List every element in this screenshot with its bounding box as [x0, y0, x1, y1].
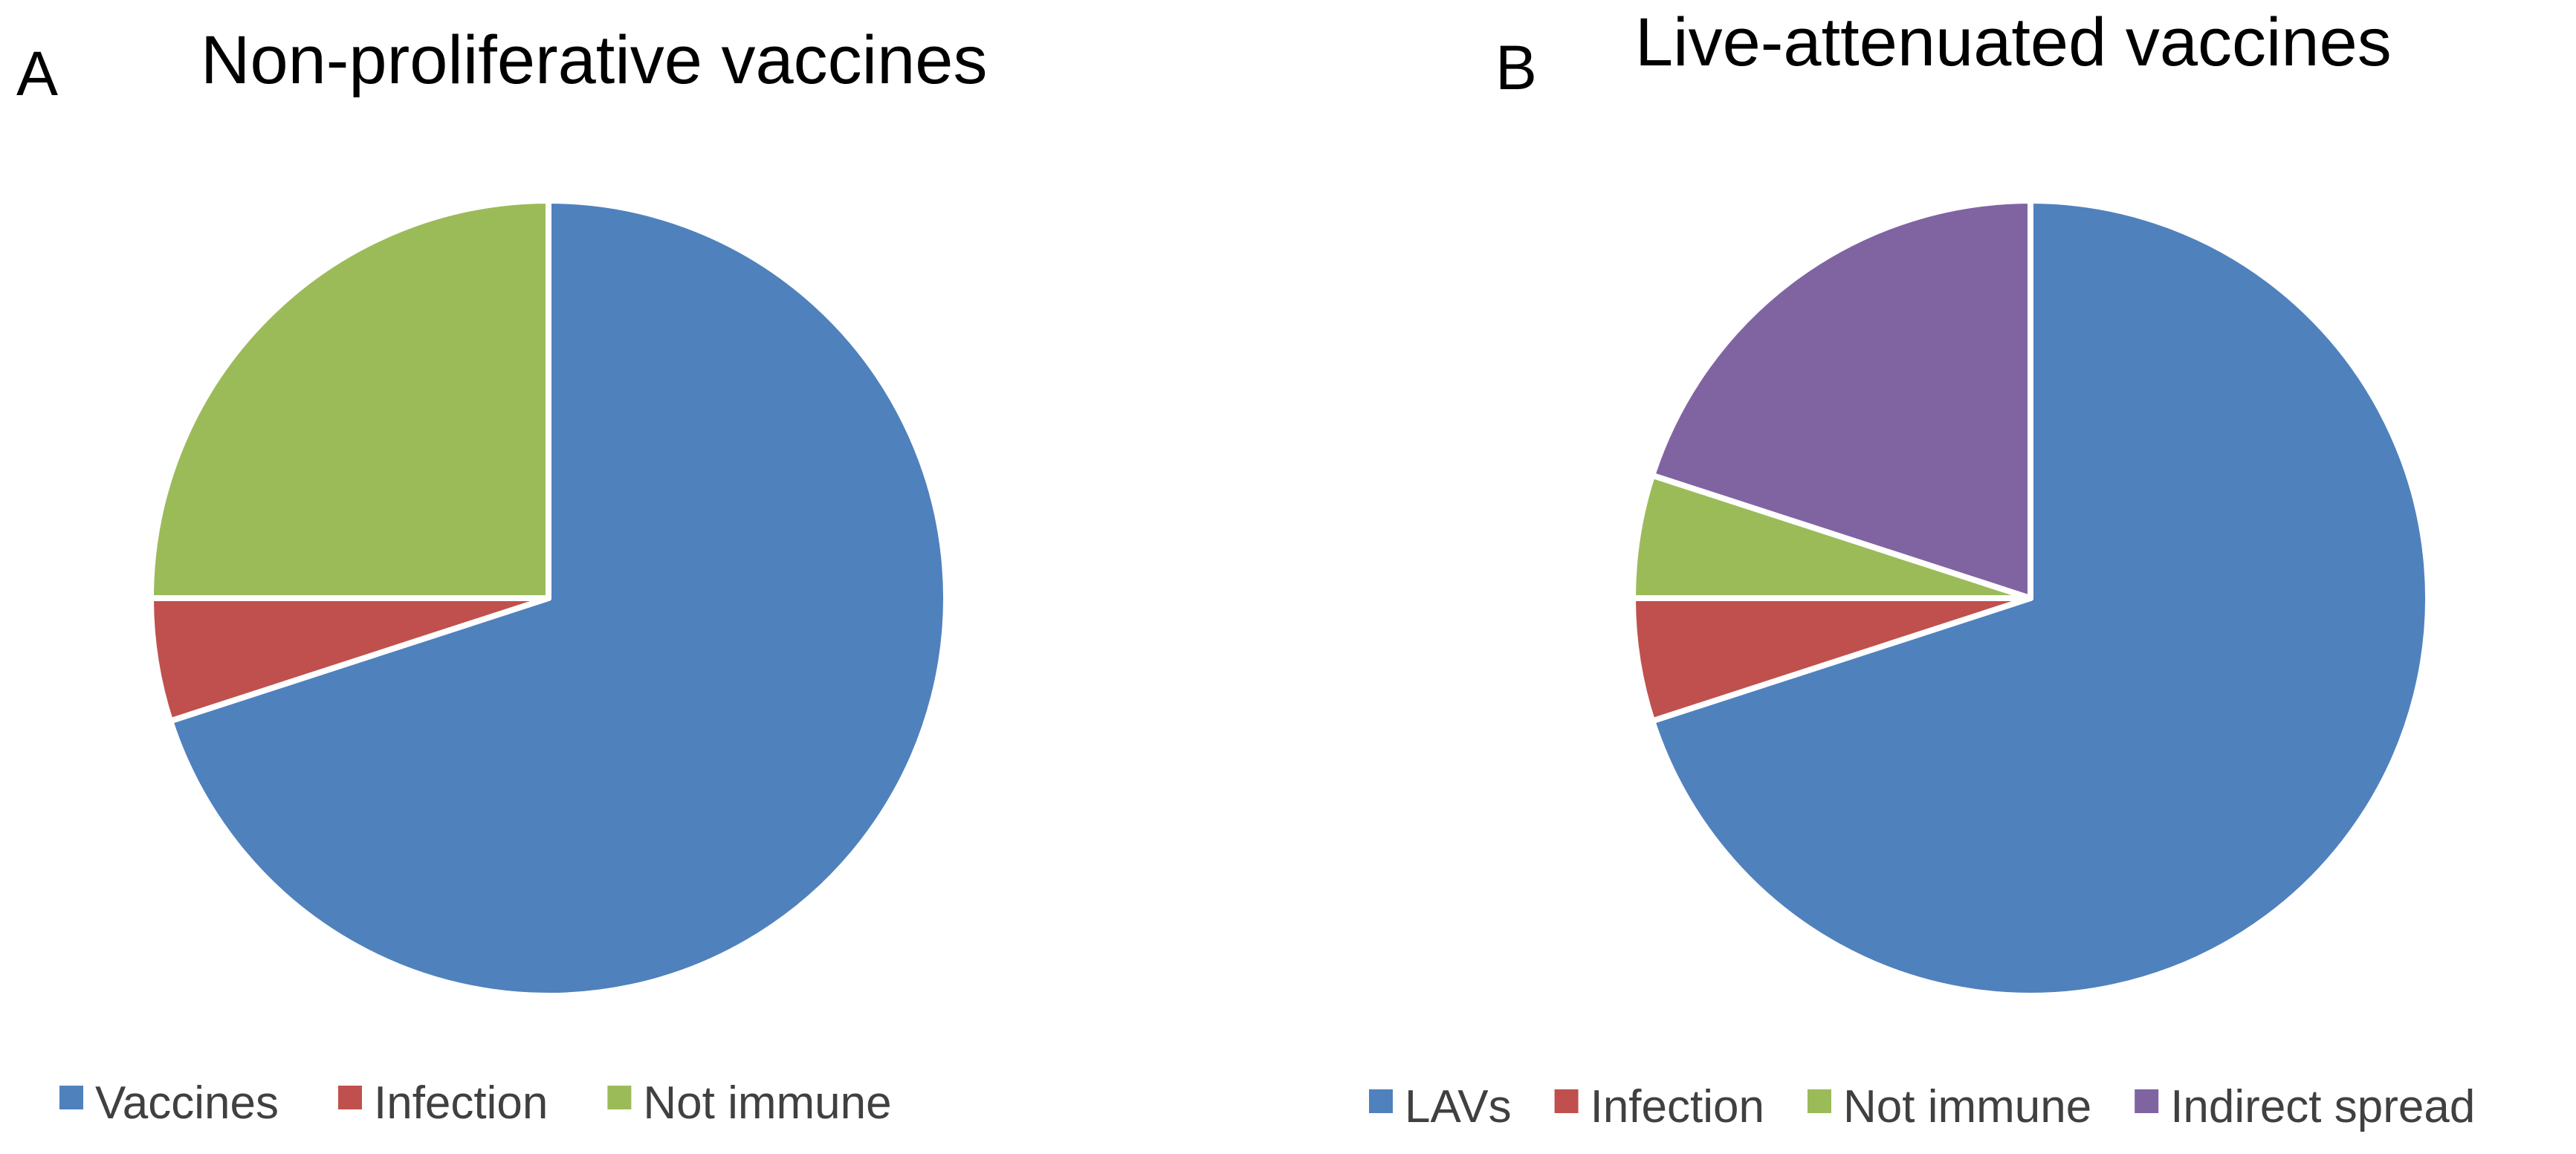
panel-b-title: Live-attenuated vaccines — [1635, 4, 2392, 80]
legend-a-label-not-immune: Not immune — [643, 1077, 891, 1129]
legend-b-swatch-not-immune — [1807, 1089, 1831, 1113]
legend-b-item-not-immune: Not immune — [1807, 1081, 2091, 1132]
legend-a-item-not-immune: Not immune — [607, 1077, 892, 1129]
legend-a-item-infection: Infection — [337, 1077, 548, 1129]
pie-b-slice-lavs — [1649, 198, 2431, 999]
legend-a-item-vaccines: Vaccines — [59, 1077, 279, 1129]
legend-b-swatch-lavs — [1369, 1089, 1393, 1113]
pie-b — [1630, 198, 2431, 999]
legend-a-swatch-vaccines — [59, 1086, 83, 1109]
legend-a-label-vaccines: Vaccines — [95, 1077, 279, 1129]
legend-b-item-infection: Infection — [1554, 1081, 1764, 1132]
legend-b-item-indirect-spread: Indirect spread — [2135, 1081, 2475, 1132]
pie-a-slice-not-immune — [148, 198, 551, 601]
pie-b-slice-indirect-spread — [1649, 198, 2033, 601]
pie-a-slice-vaccines — [167, 198, 949, 999]
legend-b-swatch-infection — [1554, 1089, 1579, 1113]
legend-b-label-indirect-spread: Indirect spread — [2170, 1081, 2475, 1132]
panel-a-letter: A — [16, 39, 58, 108]
legend-a: Vaccines Infection Not immune — [59, 1077, 892, 1129]
legend-b-label-lavs: LAVs — [1405, 1081, 1512, 1132]
legend-a-label-infection: Infection — [374, 1077, 548, 1129]
legend-a-swatch-not-immune — [607, 1086, 632, 1109]
legend-b: LAVs Infection Not immune Indirect spread — [1369, 1081, 2475, 1132]
panel-a-title: Non-proliferative vaccines — [201, 22, 987, 98]
pie-a — [148, 198, 949, 999]
panel-b: B Live-attenuated vaccines LAVs Infection… — [1369, 4, 2475, 1132]
legend-b-swatch-indirect-spread — [2135, 1089, 2159, 1113]
legend-a-swatch-infection — [337, 1086, 362, 1109]
legend-b-label-not-immune: Not immune — [1843, 1081, 2091, 1132]
panel-a: A Non-proliferative vaccines Vaccines Inf… — [16, 22, 987, 1129]
legend-b-item-lavs: LAVs — [1369, 1081, 1512, 1132]
panel-b-letter: B — [1495, 33, 1537, 103]
legend-b-label-infection: Infection — [1590, 1081, 1764, 1132]
